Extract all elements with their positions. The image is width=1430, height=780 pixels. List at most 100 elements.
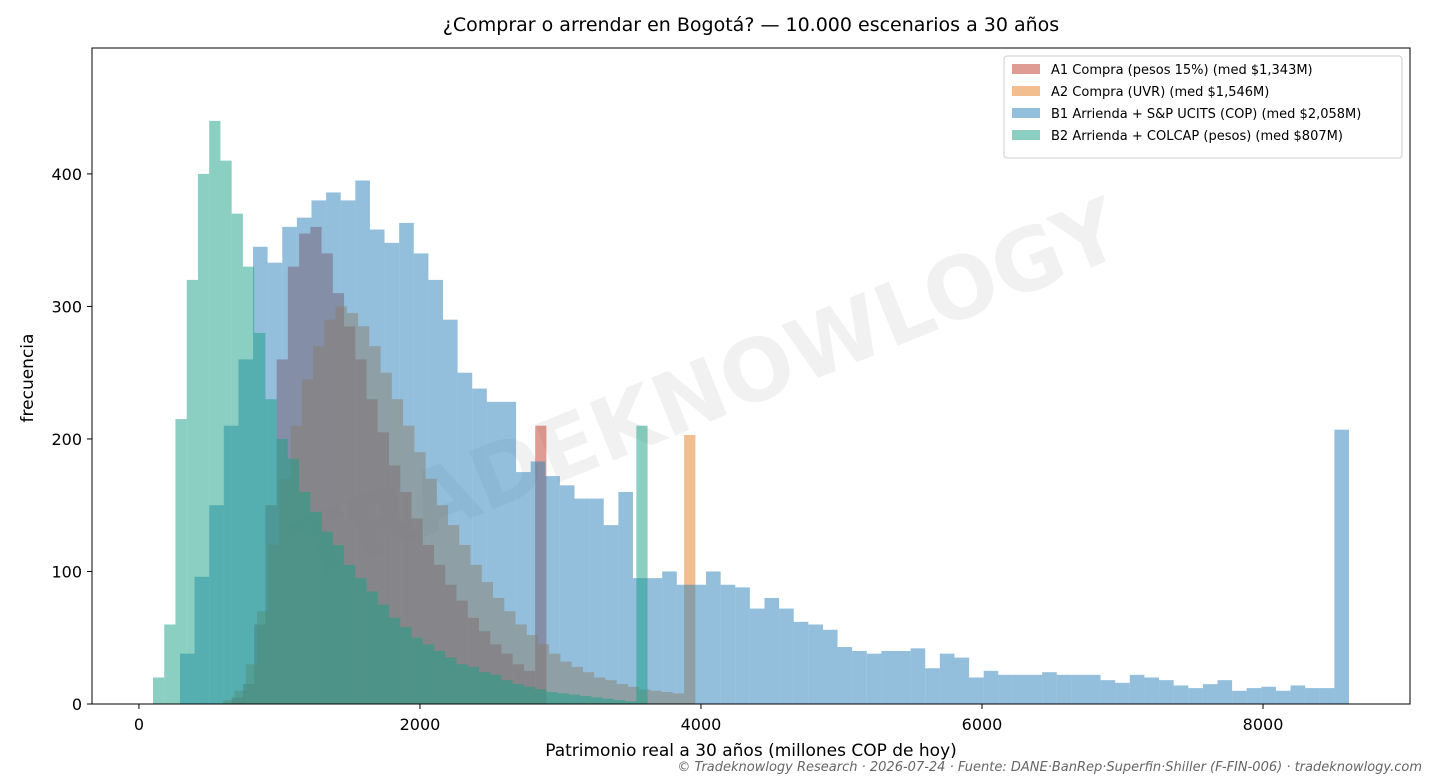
histogram-bar — [490, 674, 502, 704]
histogram-bar — [822, 629, 838, 704]
series — [152, 120, 648, 705]
histogram-bar — [467, 666, 479, 704]
histogram-bar — [559, 485, 575, 704]
histogram-bar — [400, 627, 412, 704]
histogram-bar — [969, 677, 984, 704]
histogram-bar — [1202, 684, 1218, 704]
y-tick-label: 200 — [51, 430, 82, 449]
histogram-bar — [186, 279, 198, 704]
histogram-bar — [254, 332, 266, 704]
histogram-bar — [344, 564, 356, 704]
histogram-bar — [384, 242, 400, 704]
histogram-bar — [457, 372, 473, 704]
histogram-bar — [220, 160, 232, 704]
histogram-bar — [411, 637, 423, 704]
histogram-bar — [389, 617, 401, 704]
histogram-bar — [512, 684, 524, 704]
histogram-bar — [589, 498, 604, 704]
histogram-bar — [1275, 690, 1291, 704]
y-tick-label: 100 — [51, 562, 82, 581]
histogram-bar — [706, 571, 721, 704]
histogram-bar — [602, 698, 614, 704]
histogram-bar — [1305, 688, 1320, 704]
histogram-bar — [1188, 688, 1203, 704]
histogram-bar — [1085, 674, 1101, 704]
footer: © Tradeknowlogy Research · 2026-07-24 · … — [677, 760, 1422, 775]
histogram-bar — [332, 544, 345, 704]
histogram-bar — [530, 461, 546, 704]
x-tick-label: 0 — [134, 715, 144, 734]
histogram-bar — [574, 498, 590, 704]
histogram-bar — [265, 399, 277, 704]
histogram-bar — [175, 419, 187, 704]
histogram-bar — [613, 700, 626, 704]
histogram-bar — [197, 173, 210, 704]
histogram-bar — [242, 266, 255, 704]
legend-swatch — [1012, 64, 1040, 74]
x-tick-label: 6000 — [962, 715, 1003, 734]
histogram-bar — [1056, 674, 1072, 704]
y-tick-label: 400 — [51, 165, 82, 184]
histogram-bar — [321, 531, 333, 704]
histogram-bar — [808, 624, 823, 704]
histogram-bar — [287, 458, 300, 704]
histogram-bar — [676, 584, 692, 704]
histogram-bar — [793, 621, 809, 704]
histogram-bar — [1071, 674, 1086, 704]
legend-box — [1003, 55, 1403, 159]
histogram-bar — [472, 388, 487, 704]
histogram-bar — [896, 650, 911, 704]
histogram-bar — [1173, 685, 1189, 704]
histogram-bar — [881, 650, 897, 704]
histogram-bar — [413, 253, 429, 705]
histogram-bar — [1334, 429, 1350, 704]
legend-label: A2 Compra (UVR) (med $1,546M) — [1051, 85, 1269, 100]
histogram-bar — [837, 647, 853, 704]
histogram-bar — [557, 693, 569, 704]
legend-label: A1 Compra (pesos 15%) (med $1,343M) — [1051, 63, 1313, 78]
histogram-bar — [535, 689, 547, 704]
y-tick-label: 0 — [72, 695, 82, 714]
histogram-bar — [299, 491, 311, 704]
histogram-bar — [1144, 677, 1160, 704]
legend-swatch — [1012, 86, 1040, 96]
histogram-bar — [1159, 680, 1174, 704]
histogram-bar — [684, 434, 696, 704]
histogram-bar — [442, 319, 458, 704]
histogram-bar — [1115, 682, 1130, 704]
histogram-bar — [501, 401, 517, 704]
histogram-bar — [852, 650, 867, 704]
histogram-bar — [591, 697, 603, 704]
histogram-bar — [546, 692, 558, 704]
histogram-bar — [501, 680, 513, 704]
histogram-bar — [209, 120, 221, 704]
x-tick-label: 4000 — [681, 715, 722, 734]
y-tick-label: 300 — [51, 297, 82, 316]
histogram-bar — [749, 608, 765, 704]
histogram-bar — [152, 677, 165, 704]
histogram-bar — [486, 401, 502, 704]
histogram-bar — [735, 587, 750, 704]
histogram-bar — [983, 670, 999, 704]
histogram-bar — [779, 608, 794, 704]
legend: A1 Compra (pesos 15%) (med $1,343M) A2 Co… — [1003, 55, 1403, 159]
legend-label: B2 Arrienda + COLCAP (pesos) (med $807M) — [1051, 129, 1343, 144]
histogram-bar — [164, 624, 176, 704]
histogram-bar — [399, 222, 414, 704]
histogram-bar — [580, 696, 592, 704]
histogram-bar — [691, 584, 707, 704]
legend-swatch — [1012, 108, 1040, 118]
histogram-bar — [310, 511, 322, 704]
histogram-bar — [603, 525, 619, 704]
histogram-bar — [998, 674, 1013, 704]
histogram-bar — [434, 650, 446, 704]
x-tick-label: 8000 — [1243, 715, 1284, 734]
histogram-bar — [1246, 688, 1262, 704]
histogram-bar — [1319, 688, 1335, 704]
histogram-bar — [445, 657, 457, 704]
histogram-bar — [910, 648, 926, 704]
histogram-bar — [1290, 685, 1306, 704]
histogram-bar — [939, 653, 955, 704]
histogram-bar — [925, 668, 940, 704]
histogram-bar — [478, 672, 491, 704]
